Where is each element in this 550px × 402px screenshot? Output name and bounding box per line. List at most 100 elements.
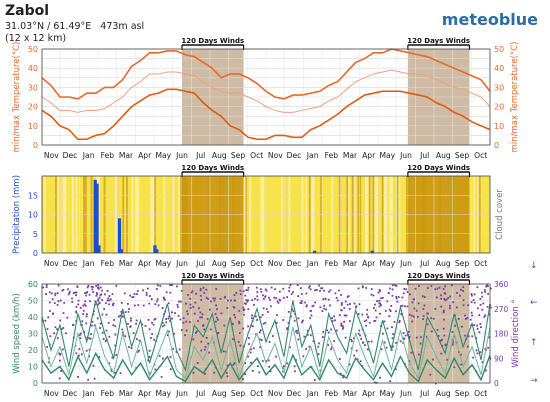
wind-direction-dot [76,285,79,288]
wind-direction-dot [442,327,445,330]
wind-direction-dot [133,293,136,295]
wind-direction-dot [256,298,259,301]
wind-direction-dot [87,284,90,287]
wind-direction-dot [77,299,80,302]
y-tick-label: 60 [28,280,38,289]
wind-direction-dot [480,326,482,329]
y-right-tick-label: 0 [494,141,499,150]
month-tick-label: Sep [455,151,469,160]
wind-direction-dot [194,301,197,304]
wind-direction-dot [278,298,281,301]
wind-direction-dot [213,299,216,302]
wind-direction-dot [259,316,262,319]
wind-direction-dot [245,299,248,301]
wind-direction-dot [60,370,62,372]
wind-direction-dot [270,286,273,289]
wind-direction-dot [471,314,474,317]
wind-direction-dot [187,294,190,296]
wind-direction-dot [355,349,358,352]
wind-direction-dot [244,294,247,297]
wind-direction-dot [89,300,91,303]
wind-direction-dot [88,293,91,296]
wind-direction-dot [312,304,315,307]
wind-direction-dot [82,309,85,312]
wind-direction-dot [391,294,394,297]
wind-direction-dot [253,303,255,306]
wind-direction-dot [162,296,165,299]
wind-direction-dot [472,299,475,302]
wind-direction-dot [387,291,390,294]
wind-direction-dot [275,322,278,324]
wind-direction-dot [260,290,263,293]
wind-direction-dot [451,331,454,333]
wind-direction-dot [462,304,465,307]
wind-direction-dot [85,322,88,325]
wind-direction-dot [373,307,375,309]
wind-direction-dot [390,305,393,307]
wind-direction-dot [453,366,456,369]
wind-direction-dot [222,350,225,353]
wind-direction-dot [296,329,298,332]
wind-direction-dot [182,321,185,324]
wind-direction-dot [379,290,381,292]
wind-direction-dot [107,321,110,324]
highlight-label: 120 Days Winds [407,37,470,45]
wind-direction-dot [365,319,368,322]
wind-direction-dot [283,365,285,368]
month-tick-label: Oct [474,151,487,160]
wind-direction-dot [58,377,61,380]
wind-direction-dot [226,364,229,367]
wind-direction-dot [367,316,369,318]
wind-direction-dot [282,287,285,290]
wind-direction-dot [286,296,289,298]
wind-direction-dot [190,291,193,294]
wind-direction-dot [289,284,292,287]
wind-direction-dot [397,296,400,298]
wind-direction-dot [358,329,361,332]
wind-direction-dot [366,308,369,311]
wind-direction-dot [262,297,265,300]
wind-direction-dot [165,318,168,320]
wind-direction-dot [262,322,265,325]
wind-direction-dot [443,334,446,337]
wind-direction-dot [53,332,56,335]
wind-direction-dot [78,334,81,336]
wind-direction-dot [388,315,391,318]
wind-direction-dot [224,296,226,299]
wind-direction-dot [441,338,443,341]
wind-direction-dot [296,284,299,287]
wind-direction-dot [480,291,483,294]
wind-direction-dot [189,303,192,306]
wind-direction-dot [54,326,57,329]
wind-direction-dot [239,344,242,347]
y-right-tick-label: 40 [494,64,504,73]
wind-direction-dot [169,368,172,371]
wind-direction-dot [108,299,111,302]
y-axis-title-right: Cloud cover [495,189,505,240]
wind-direction-dot [91,288,94,291]
wind-direction-dot [189,297,192,300]
wind-direction-dot [381,296,384,299]
wind-direction-dot [104,302,107,305]
wind-direction-dot [265,360,268,363]
wind-direction-dot [256,291,259,293]
wind-direction-dot [226,375,229,378]
wind-direction-dot [144,325,147,327]
wind-direction-tick-label: 270 [494,305,509,314]
wind-direction-dot [363,320,366,323]
wind-speed-series-line [41,325,491,380]
meteoblue-logo[interactable]: meteoblue [441,10,538,29]
wind-direction-dot [399,305,402,308]
wind-direction-dot [207,342,210,345]
wind-direction-dot [223,324,226,327]
wind-direction-dot [242,290,245,293]
wind-direction-dot [106,290,109,292]
wind-direction-dot [142,289,144,292]
wind-direction-dot [308,285,311,288]
wind-direction-dot [196,362,199,364]
month-tick-label: Apr [138,389,152,398]
wind-direction-dot [411,320,414,323]
wind-direction-dot [406,291,409,293]
wind-direction-dot [99,286,102,289]
wind-speed-series-line [41,351,491,383]
